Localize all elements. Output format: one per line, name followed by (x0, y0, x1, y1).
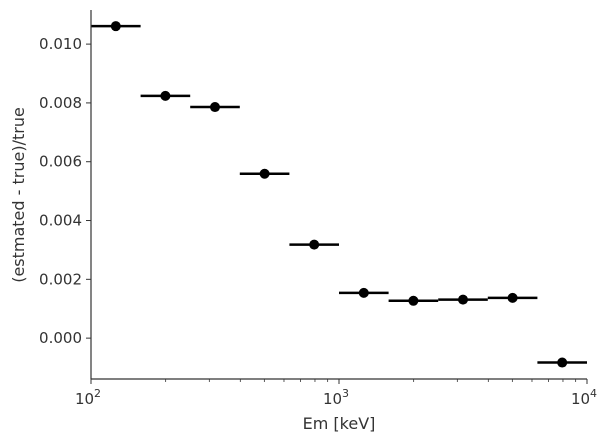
y-tick-label: 0.002 (39, 270, 82, 288)
data-point (309, 239, 320, 250)
y-tick-label: 0.008 (39, 94, 82, 112)
data-point (160, 90, 171, 101)
data-point (458, 294, 469, 305)
y-tick-label: 0.004 (39, 212, 82, 230)
x-tick-label: 104 (571, 387, 597, 408)
y-tick-label: 0.000 (39, 329, 82, 347)
x-tick-label: 103 (323, 387, 349, 408)
plot-marks (91, 21, 587, 368)
data-point (408, 295, 419, 306)
y-tick-label: 0.010 (39, 35, 82, 53)
axes: 0.000 0.002 0.004 0.006 0.008 0.010 102 103 104 (39, 10, 597, 408)
x-tick-label: 102 (75, 387, 101, 408)
y-axis-label: (estmated - true)/true (9, 107, 28, 283)
x-axis-label: Em [keV] (303, 414, 376, 433)
data-point (507, 292, 518, 303)
data-point (209, 102, 220, 113)
data-point (557, 357, 568, 368)
y-tick-label: 0.006 (39, 153, 82, 171)
data-point (110, 21, 121, 32)
data-point (358, 287, 369, 298)
data-point (259, 168, 270, 179)
